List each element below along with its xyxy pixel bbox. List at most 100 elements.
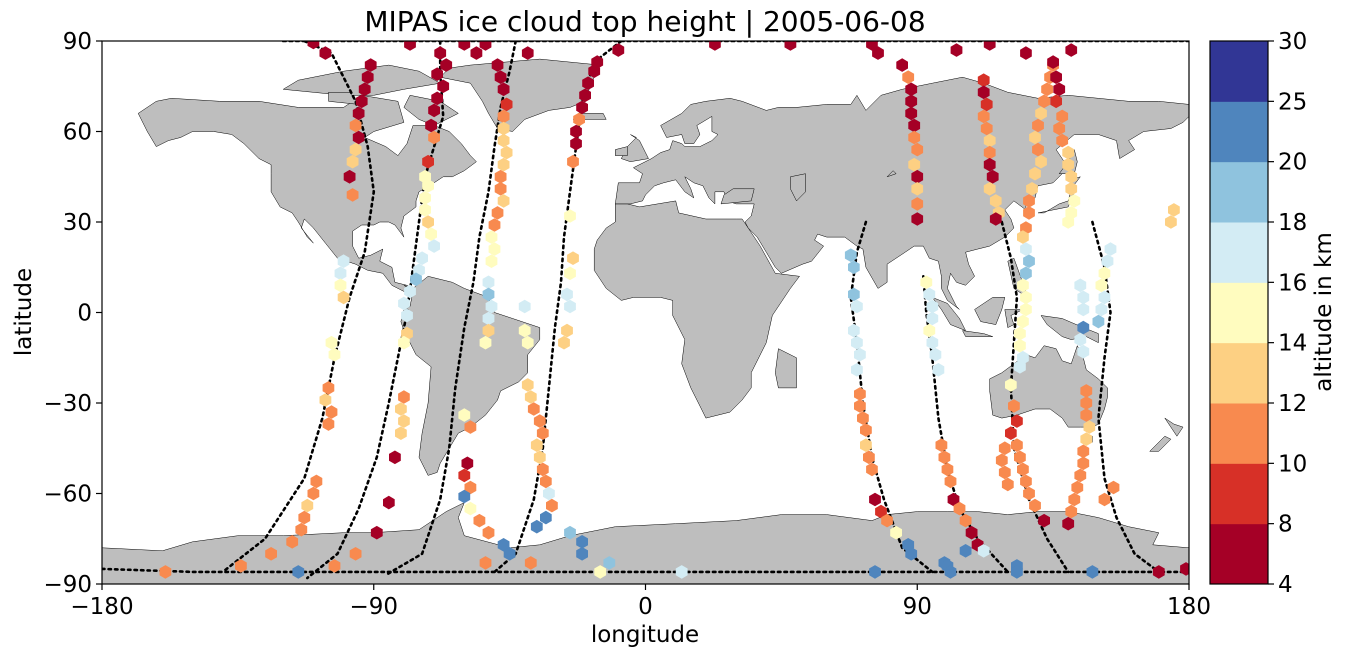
y-tick-label: −30 bbox=[43, 391, 92, 417]
cloud-point-36 bbox=[437, 79, 450, 93]
cloud-point-94 bbox=[461, 456, 474, 471]
cloud-point-248 bbox=[1005, 378, 1017, 392]
cloud-point-260 bbox=[1011, 565, 1023, 579]
cloud-point-204 bbox=[926, 335, 939, 350]
cloud-point-120 bbox=[561, 287, 573, 302]
cloud-point-186 bbox=[977, 73, 990, 87]
cloud-point-127 bbox=[521, 378, 534, 392]
cloud-point-2 bbox=[364, 58, 377, 72]
cloud-point-213 bbox=[959, 513, 972, 528]
cloud-point-211 bbox=[947, 492, 960, 507]
cloud-point-84 bbox=[488, 242, 501, 256]
land-mass-23 bbox=[1164, 417, 1184, 437]
cloud-point-26 bbox=[298, 510, 311, 525]
cloud-point-129 bbox=[527, 402, 540, 416]
y-axis-label: latitude bbox=[11, 268, 37, 356]
cloud-point-151 bbox=[905, 82, 918, 97]
cloud-point-95 bbox=[458, 468, 471, 483]
cloud-point-110 bbox=[582, 76, 594, 90]
cloud-point-41 bbox=[422, 154, 434, 169]
land-mass-9 bbox=[615, 76, 1189, 310]
cloud-point-297 bbox=[1080, 408, 1093, 422]
cloud-point-122 bbox=[561, 323, 573, 338]
cloud-point-51 bbox=[410, 272, 422, 287]
cloud-point-224 bbox=[1041, 82, 1053, 97]
cloud-point-24 bbox=[307, 486, 320, 501]
colorbar-tick-label: 14 bbox=[1278, 331, 1307, 357]
cloud-point-206 bbox=[932, 363, 945, 377]
cloud-point-256 bbox=[1023, 486, 1035, 501]
cloud-point-168 bbox=[854, 347, 866, 362]
x-tick-label: 0 bbox=[638, 594, 653, 620]
cloud-point-164 bbox=[848, 287, 860, 302]
colorbar-band bbox=[1210, 463, 1268, 525]
land-mass-11 bbox=[620, 134, 649, 162]
cloud-point-136 bbox=[543, 486, 555, 501]
cloud-point-56 bbox=[398, 335, 410, 350]
cloud-point-200 bbox=[923, 287, 936, 302]
cloud-point-268 bbox=[1053, 82, 1066, 97]
cloud-point-143 bbox=[603, 556, 616, 570]
cloud-point-202 bbox=[926, 311, 939, 326]
cloud-point-74 bbox=[497, 121, 510, 136]
land-mass-18 bbox=[1004, 309, 1024, 328]
cloud-point-232 bbox=[1026, 182, 1038, 196]
cloud-point-126 bbox=[518, 299, 531, 314]
cloud-point-69 bbox=[491, 58, 504, 72]
cloud-point-67 bbox=[458, 41, 471, 51]
cloud-point-298 bbox=[1083, 420, 1096, 434]
cloud-point-5 bbox=[355, 94, 368, 109]
cloud-point-192 bbox=[983, 145, 996, 160]
cloud-point-311 bbox=[1180, 562, 1189, 576]
cloud-point-178 bbox=[875, 504, 887, 519]
cloud-point-34 bbox=[440, 58, 453, 72]
cloud-point-91 bbox=[479, 335, 492, 350]
cloud-point-18 bbox=[328, 347, 341, 362]
cloud-point-266 bbox=[1047, 55, 1059, 69]
colorbar-tick-label: 12 bbox=[1278, 391, 1307, 417]
cloud-point-233 bbox=[1023, 194, 1035, 208]
cloud-point-258 bbox=[1038, 513, 1050, 528]
cloud-point-125 bbox=[521, 335, 534, 350]
cloud-point-227 bbox=[1032, 118, 1044, 133]
cloud-point-144 bbox=[594, 565, 607, 579]
orbit-track-3 bbox=[493, 41, 623, 574]
cloud-point-183 bbox=[869, 565, 881, 579]
cloud-point-239 bbox=[1020, 266, 1032, 281]
colorbar-label: altitude in km bbox=[1311, 232, 1337, 392]
cloud-point-185 bbox=[983, 41, 996, 51]
cloud-point-65 bbox=[328, 559, 341, 573]
cloud-point-85 bbox=[485, 254, 498, 268]
land-mass-24 bbox=[1149, 435, 1172, 452]
cloud-point-203 bbox=[923, 323, 936, 338]
cloud-point-152 bbox=[905, 94, 918, 109]
cloud-point-22 bbox=[322, 417, 335, 431]
cloud-point-75 bbox=[497, 133, 510, 148]
cloud-point-296 bbox=[1080, 396, 1093, 410]
cloud-point-250 bbox=[1011, 414, 1023, 428]
cloud-point-208 bbox=[938, 450, 951, 465]
cloud-point-214 bbox=[965, 525, 978, 540]
cloud-point-100 bbox=[482, 525, 495, 540]
cloud-point-228 bbox=[1029, 130, 1041, 145]
cloud-point-1 bbox=[319, 46, 332, 60]
cloud-point-61 bbox=[389, 450, 401, 465]
cloud-point-274 bbox=[1062, 157, 1075, 172]
cloud-point-35 bbox=[431, 67, 443, 81]
cloud-point-58 bbox=[395, 402, 407, 416]
cloud-point-33 bbox=[434, 46, 447, 60]
cloud-point-262 bbox=[995, 453, 1008, 468]
cloud-point-255 bbox=[1020, 474, 1032, 489]
cloud-point-29 bbox=[265, 547, 277, 561]
cloud-point-254 bbox=[1017, 462, 1029, 477]
y-axis: −90 −60 −30 0 30 60 90 bbox=[43, 29, 102, 598]
cloud-point-283 bbox=[1101, 254, 1114, 268]
cloud-point-263 bbox=[998, 465, 1011, 480]
x-tick-label: −180 bbox=[70, 594, 133, 620]
cloud-point-301 bbox=[1077, 456, 1090, 471]
cloud-point-217 bbox=[977, 544, 990, 558]
x-axis: −180 −90 0 90 180 bbox=[70, 584, 1211, 620]
cloud-point-294 bbox=[1077, 344, 1090, 359]
cloud-point-53 bbox=[398, 296, 410, 311]
